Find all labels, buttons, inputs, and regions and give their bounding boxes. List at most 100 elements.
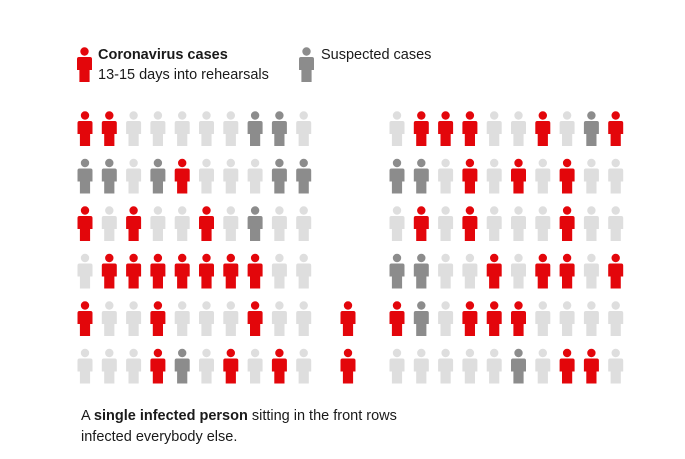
person-healthy-icon xyxy=(126,301,142,336)
person-confirmed-icon xyxy=(559,206,575,241)
person-healthy-icon xyxy=(535,158,551,194)
person-healthy-icon xyxy=(608,301,624,336)
person-confirmed-icon xyxy=(199,206,214,241)
person-healthy-icon xyxy=(126,158,142,194)
person-healthy-icon xyxy=(438,253,454,289)
person-confirmed-icon xyxy=(559,348,575,384)
person-confirmed-icon xyxy=(150,253,166,289)
person-healthy-icon xyxy=(296,301,312,336)
person-confirmed-icon xyxy=(126,206,142,241)
person-healthy-icon xyxy=(535,348,551,384)
person-healthy-icon xyxy=(223,301,239,336)
person-healthy-icon xyxy=(199,348,214,384)
person-healthy-icon xyxy=(199,111,214,146)
person-confirmed-icon xyxy=(413,206,429,241)
person-suspected-icon xyxy=(296,158,312,194)
front-seating-column xyxy=(340,301,356,384)
person-healthy-icon xyxy=(486,111,502,146)
person-confirmed-icon xyxy=(608,253,624,289)
person-suspected-icon xyxy=(77,158,93,194)
person-healthy-icon xyxy=(438,348,454,384)
person-healthy-icon xyxy=(77,253,93,289)
person-confirmed-icon xyxy=(101,253,117,289)
person-healthy-icon xyxy=(583,253,599,289)
person-confirmed-icon xyxy=(223,253,239,289)
person-icon-confirmed xyxy=(77,47,92,82)
person-healthy-icon xyxy=(438,206,454,241)
person-healthy-icon xyxy=(174,111,190,146)
person-healthy-icon xyxy=(150,206,166,241)
person-confirmed-icon xyxy=(174,253,190,289)
person-confirmed-icon xyxy=(247,253,263,289)
person-healthy-icon xyxy=(583,301,599,336)
person-healthy-icon xyxy=(247,348,263,384)
person-confirmed-icon xyxy=(389,301,405,336)
person-suspected-icon xyxy=(150,158,166,194)
person-confirmed-icon xyxy=(535,253,551,289)
person-confirmed-icon xyxy=(340,348,356,384)
person-suspected-icon xyxy=(583,111,599,146)
person-healthy-icon xyxy=(462,253,478,289)
legend-suspected-title: Suspected cases xyxy=(321,47,432,63)
person-suspected-icon xyxy=(413,158,429,194)
person-confirmed-icon xyxy=(199,253,214,289)
person-healthy-icon xyxy=(247,158,263,194)
person-suspected-icon xyxy=(413,301,429,336)
person-healthy-icon xyxy=(511,111,526,146)
person-confirmed-icon xyxy=(462,206,478,241)
person-suspected-icon xyxy=(271,158,287,194)
person-healthy-icon xyxy=(223,206,239,241)
person-healthy-icon xyxy=(389,111,405,146)
person-confirmed-icon xyxy=(511,158,526,194)
person-healthy-icon xyxy=(271,206,287,241)
person-healthy-icon xyxy=(296,253,312,289)
person-healthy-icon xyxy=(535,206,551,241)
person-healthy-icon xyxy=(126,111,142,146)
person-healthy-icon xyxy=(608,206,624,241)
person-healthy-icon xyxy=(511,206,526,241)
person-healthy-icon xyxy=(486,206,502,241)
left-seating-block xyxy=(77,111,312,384)
person-confirmed-icon xyxy=(126,253,142,289)
right-seating-block xyxy=(389,111,624,384)
person-confirmed-icon xyxy=(511,301,526,336)
person-healthy-icon xyxy=(223,158,239,194)
person-healthy-icon xyxy=(583,206,599,241)
person-healthy-icon xyxy=(486,348,502,384)
person-healthy-icon xyxy=(223,111,239,146)
person-confirmed-icon xyxy=(462,158,478,194)
caption: A single infected person sitting in the … xyxy=(81,406,401,448)
person-healthy-icon xyxy=(511,253,526,289)
caption-bold: single infected person xyxy=(93,408,248,424)
person-suspected-icon xyxy=(247,206,263,241)
person-healthy-icon xyxy=(438,158,454,194)
person-healthy-icon xyxy=(150,111,166,146)
person-confirmed-icon xyxy=(486,301,502,336)
person-healthy-icon xyxy=(438,301,454,336)
person-healthy-icon xyxy=(559,111,575,146)
person-confirmed-icon xyxy=(340,301,356,336)
legend-confirmed xyxy=(77,47,92,83)
person-healthy-icon xyxy=(296,111,312,146)
person-healthy-icon xyxy=(559,301,575,336)
person-confirmed-icon xyxy=(77,206,93,241)
person-healthy-icon xyxy=(77,348,93,384)
person-confirmed-icon xyxy=(223,348,239,384)
person-healthy-icon xyxy=(296,206,312,241)
person-confirmed-icon xyxy=(413,111,429,146)
person-confirmed-icon xyxy=(462,301,478,336)
person-healthy-icon xyxy=(271,301,287,336)
person-confirmed-icon xyxy=(271,348,287,384)
person-confirmed-icon xyxy=(486,253,502,289)
person-healthy-icon xyxy=(583,158,599,194)
person-confirmed-icon xyxy=(438,111,454,146)
person-healthy-icon xyxy=(101,348,117,384)
person-healthy-icon xyxy=(608,158,624,194)
person-healthy-icon xyxy=(535,301,551,336)
caption-prefix: A xyxy=(81,408,94,424)
person-healthy-icon xyxy=(271,253,287,289)
person-healthy-icon xyxy=(126,348,142,384)
person-suspected-icon xyxy=(389,158,405,194)
person-confirmed-icon xyxy=(247,301,263,336)
person-suspected-icon xyxy=(247,111,263,146)
